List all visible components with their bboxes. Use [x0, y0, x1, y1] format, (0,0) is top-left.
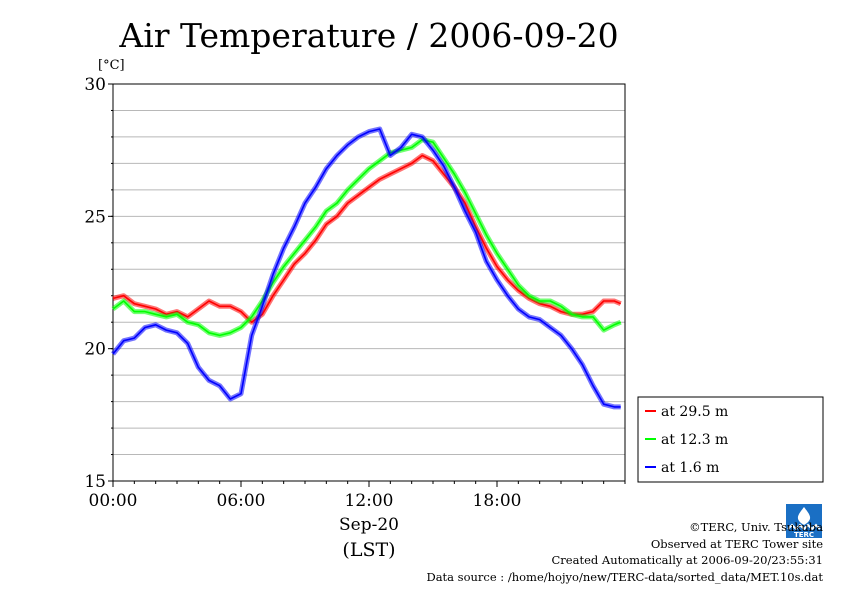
x-tick-label: 00:00: [89, 491, 138, 511]
data-source-text: Data source : /home/hojyo/new/TERC-data/…: [426, 569, 823, 584]
x-tick-label: 06:00: [217, 491, 266, 511]
legend-frame: [637, 396, 824, 483]
x-axis-date-label: Sep-20: [339, 515, 399, 535]
y-axis: 15 20 25 30: [84, 75, 113, 492]
series-line-0: [112, 154, 622, 324]
y-axis-unit-label: [°C]: [98, 58, 125, 73]
legend: at 29.5 m at 12.3 m at 1.6 m: [637, 396, 824, 483]
y-tick-label: 20: [84, 340, 106, 360]
copyright-text: ©TERC, Univ. Tsukuba: [689, 520, 823, 534]
y-tick-label: 25: [84, 207, 106, 227]
series-lines: [111, 126, 622, 410]
created-text: Created Automatically at 2006-09-20/23:5…: [551, 553, 824, 567]
x-tick-label: 18:00: [473, 491, 522, 511]
legend-label: at 1.6 m: [661, 460, 719, 476]
grid-lines: [113, 109, 625, 456]
series-halo-0: [112, 153, 622, 325]
x-tick-label: 12:00: [345, 491, 394, 511]
terc-logo: TERC: [784, 503, 824, 539]
y-tick-label: 15: [84, 472, 106, 492]
legend-label: at 12.3 m: [661, 432, 728, 448]
x-axis-timezone-label: (LST): [342, 539, 395, 561]
credits-block: ©TERC, Univ. Tsukuba Observed at TERC To…: [426, 519, 823, 585]
series-line-1: [112, 138, 622, 337]
observed-text: Observed at TERC Tower site: [650, 536, 823, 551]
logo-text: TERC: [794, 531, 814, 539]
y-tick-label: 30: [84, 75, 106, 95]
plot-frame: [112, 83, 626, 482]
chart-title: Air Temperature / 2006-09-20: [118, 16, 618, 55]
legend-label: at 29.5 m: [661, 404, 728, 420]
series-line-2: [112, 128, 621, 408]
x-axis: 00:00 06:00 12:00 18:00: [89, 481, 626, 511]
